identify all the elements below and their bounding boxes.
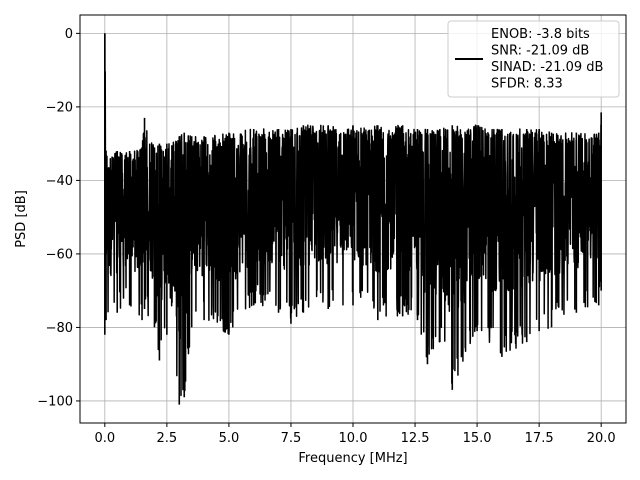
legend-box: [447, 20, 620, 98]
y-tick-label: −60: [46, 247, 73, 262]
legend-entry: ENOB: -3.8 bits SNR: -21.09 dB SINAD: -21.…: [491, 27, 603, 92]
y-tick-label: −40: [46, 174, 73, 189]
x-tick-label: 2.5: [157, 431, 178, 446]
legend: ENOB: -3.8 bits SNR: -21.09 dB SINAD: -21.…: [447, 20, 620, 98]
x-tick-label: 0.0: [94, 431, 115, 446]
x-axis: 0.0 2.5 5.0 7.5 10.0 12.5 15.0 17.5 20.0: [94, 423, 616, 446]
y-tick-label: −20: [46, 100, 73, 115]
x-tick-label: 12.5: [401, 431, 430, 446]
y-axis-label: PSD [dB]: [14, 190, 29, 248]
y-tick-label: −100: [37, 394, 73, 409]
x-tick-label: 5.0: [219, 431, 240, 446]
data-layer: [104, 33, 602, 405]
x-tick-label: 7.5: [281, 431, 302, 446]
x-tick-label: 17.5: [525, 431, 554, 446]
x-tick-label: 15.0: [463, 431, 492, 446]
x-tick-label: 10.0: [339, 431, 368, 446]
y-tick-label: −80: [46, 321, 73, 336]
x-tick-label: 20.0: [587, 431, 616, 446]
y-axis: 0 −20 −40 −60 −80 −100: [37, 27, 80, 409]
y-tick-label: 0: [65, 27, 73, 42]
x-axis-label: Frequency [MHz]: [298, 451, 407, 466]
